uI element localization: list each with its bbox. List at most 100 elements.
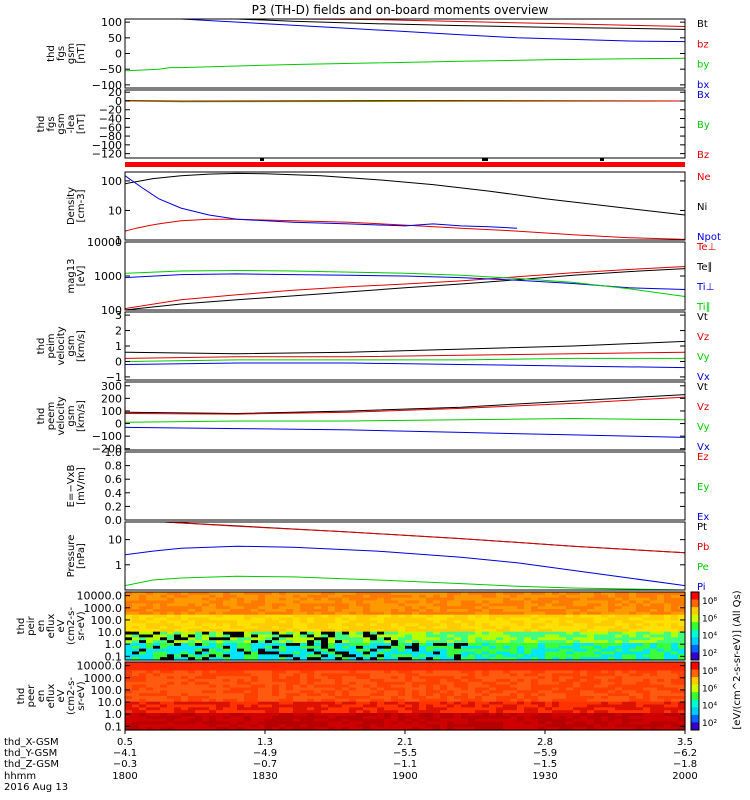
- heatmap-cell: [377, 718, 385, 723]
- heatmap-cell: [377, 664, 385, 669]
- heatmap-cell: [279, 645, 287, 650]
- heatmap-cell: [195, 628, 203, 633]
- heatmap-cell: [636, 684, 644, 689]
- heatmap-cell: [146, 673, 154, 677]
- heatmap-cell: [566, 681, 574, 686]
- heatmap-cell: [461, 664, 469, 669]
- heatmap-cell: [342, 637, 350, 641]
- heatmap-cell: [461, 704, 469, 708]
- heatmap-cell: [573, 592, 581, 596]
- heatmap-cell: [300, 718, 308, 723]
- heatmap-cell: [510, 673, 518, 677]
- heatmap-cell: [545, 617, 553, 621]
- heatmap-cell: [167, 620, 175, 624]
- heatmap-cell: [580, 634, 588, 638]
- heatmap-cell: [258, 673, 266, 677]
- heatmap-cell: [146, 667, 154, 672]
- heatmap-cell: [671, 701, 679, 706]
- heatmap-cell: [286, 707, 294, 711]
- heatmap-cell: [412, 597, 420, 602]
- heatmap-cell: [328, 594, 336, 599]
- heatmap-cell: [125, 701, 133, 706]
- heatmap-cell: [440, 643, 448, 647]
- heatmap-cell: [293, 727, 301, 731]
- heatmap-cell: [496, 696, 504, 700]
- heatmap-cell: [272, 637, 280, 641]
- heatmap-cell: [461, 667, 469, 672]
- heatmap-cell: [657, 614, 665, 619]
- heatmap-cell: [153, 628, 161, 633]
- heatmap-cell: [216, 667, 224, 672]
- heatmap-cell: [286, 640, 294, 644]
- heatmap-cell: [202, 707, 210, 711]
- heatmap-cell: [601, 645, 609, 650]
- heatmap-cell: [671, 600, 679, 604]
- heatmap-cell: [573, 620, 581, 624]
- heatmap-cell: [265, 718, 273, 723]
- heatmap-cell: [139, 645, 147, 650]
- heatmap-cell: [349, 698, 357, 703]
- heatmap-cell: [125, 681, 133, 686]
- heatmap-cell: [321, 606, 329, 610]
- heatmap-cell: [384, 631, 392, 636]
- heatmap-cell: [678, 681, 686, 686]
- heatmap-cell: [468, 721, 476, 725]
- heatmap-cell: [601, 628, 609, 633]
- heatmap-cell: [237, 623, 245, 627]
- heatmap-cell: [188, 657, 196, 661]
- heatmap-cell: [132, 698, 140, 703]
- heatmap-cell: [223, 643, 231, 647]
- heatmap-cell: [545, 637, 553, 641]
- series-line-Ni: [124, 172, 686, 216]
- heatmap-cell: [328, 654, 336, 658]
- heatmap-cell: [412, 713, 420, 717]
- heatmap-cell: [223, 592, 231, 596]
- legend-label: Vx: [697, 442, 710, 453]
- heatmap-cell: [454, 664, 462, 669]
- heatmap-cell: [293, 664, 301, 669]
- heatmap-cell: [237, 651, 245, 655]
- heatmap-cell: [615, 611, 623, 616]
- heatmap-cell: [475, 597, 483, 602]
- heatmap-cell: [146, 698, 154, 703]
- heatmap-cell: [622, 721, 630, 725]
- heatmap-cell: [468, 690, 476, 694]
- heatmap-cell: [391, 631, 399, 636]
- heatmap-cell: [216, 679, 224, 683]
- heatmap-cell: [335, 640, 343, 644]
- heatmap-cell: [279, 693, 287, 697]
- heatmap-cell: [265, 640, 273, 644]
- heatmap-cell: [671, 603, 679, 607]
- heatmap-cell: [349, 640, 357, 644]
- heatmap-cell: [650, 623, 658, 627]
- heatmap-cell: [125, 710, 133, 714]
- heatmap-cell: [419, 707, 427, 711]
- heatmap-cell: [153, 673, 161, 677]
- heatmap-cell: [643, 594, 651, 599]
- heatmap-cell: [454, 727, 462, 731]
- heatmap-cell: [503, 704, 511, 708]
- heatmap-cell: [230, 679, 238, 683]
- heatmap-cell: [650, 693, 658, 697]
- heatmap-cell: [188, 611, 196, 616]
- heatmap-cell: [356, 617, 364, 621]
- heatmap-cell: [307, 631, 315, 636]
- y-tick-label: 0.8: [105, 460, 123, 473]
- heatmap-cell: [622, 670, 630, 674]
- heatmap-cell: [650, 631, 658, 636]
- heatmap-cell: [601, 693, 609, 697]
- heatmap-cell: [524, 701, 532, 706]
- heatmap-cell: [314, 592, 322, 596]
- heatmap-cell: [454, 690, 462, 694]
- heatmap-cell: [181, 704, 189, 708]
- heatmap-cell: [398, 611, 406, 616]
- heatmap-cell: [230, 645, 238, 650]
- heatmap-cell: [419, 592, 427, 596]
- heatmap-cell: [237, 696, 245, 700]
- heatmap-cell: [216, 721, 224, 725]
- heatmap-cell: [447, 626, 455, 630]
- heatmap-cell: [300, 681, 308, 686]
- heatmap-cell: [440, 707, 448, 711]
- heatmap-cell: [454, 606, 462, 610]
- heatmap-cell: [454, 617, 462, 621]
